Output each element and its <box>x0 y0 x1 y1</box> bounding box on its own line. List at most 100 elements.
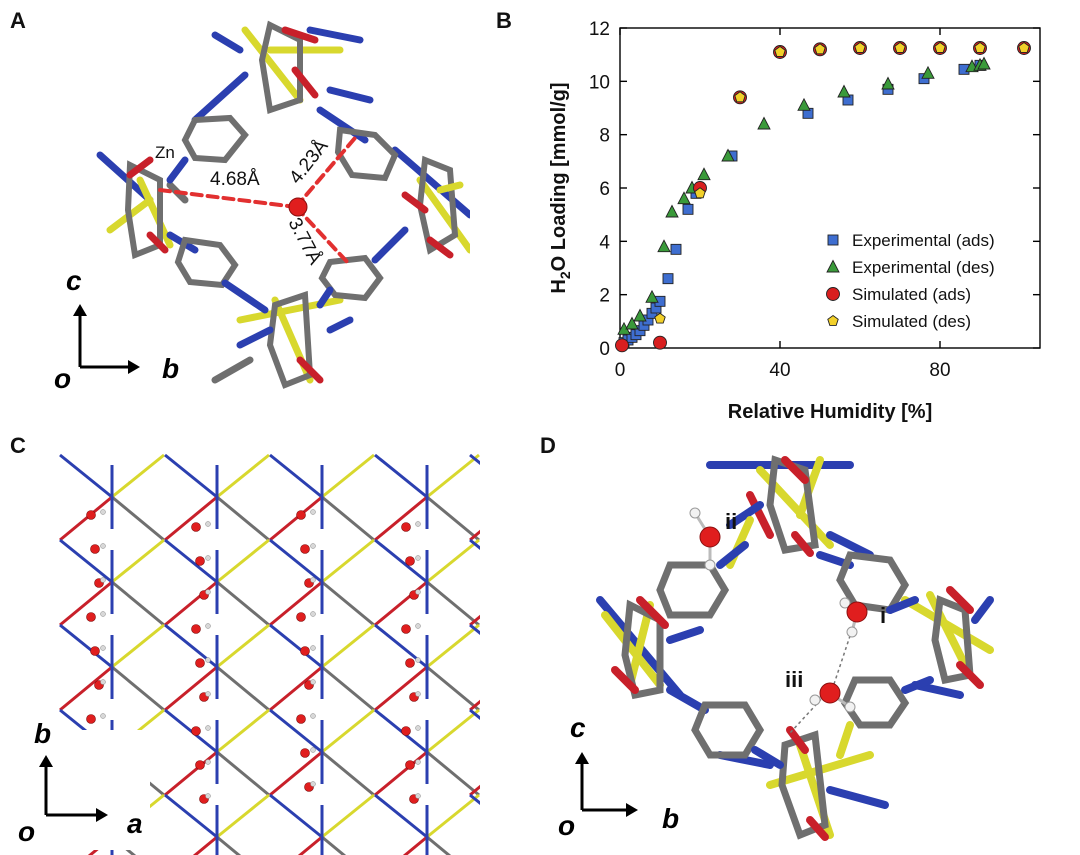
lattice-bond <box>321 708 375 754</box>
panel-d-structure: i ii iii c b o <box>558 455 994 841</box>
water-hydrogen-atom <box>100 509 106 515</box>
legend-label-experimental-des: Experimental (des) <box>852 258 995 277</box>
y-axis-ticks: 0 2 4 6 8 10 12 <box>589 19 1040 360</box>
lattice-bond <box>469 529 480 542</box>
water-hydrogen-atom <box>310 509 316 515</box>
data-point-simulated-des <box>894 41 906 53</box>
x-tick-label: 0 <box>615 360 626 381</box>
lattice-bond <box>374 750 428 797</box>
data-point-simulated-des <box>774 45 786 57</box>
panel-d-letter: D <box>540 433 556 458</box>
lattice-bond <box>216 793 270 839</box>
lattice-bond <box>269 580 323 627</box>
water-oxygen-atom <box>296 612 306 622</box>
y-tick-label: 6 <box>599 179 610 200</box>
data-point-experimental-des <box>721 148 735 162</box>
data-point-experimental-des <box>757 116 771 130</box>
legend-label-experimental-ads: Experimental (ads) <box>852 231 995 250</box>
lattice-bond <box>216 835 242 855</box>
lattice-bond <box>321 793 375 839</box>
lattice-bond <box>469 538 480 551</box>
water-hydrogen-atom <box>310 713 316 719</box>
water-hydrogen-atom <box>415 725 421 731</box>
water-hydrogen-atom <box>100 713 106 719</box>
data-point-simulated-des <box>974 41 986 53</box>
water-hydrogen-atom <box>310 679 316 685</box>
lattice-bond <box>59 495 113 542</box>
data-point-simulated-des <box>854 41 866 53</box>
water-oxygen-atom <box>401 522 411 532</box>
lattice-bond <box>192 835 218 855</box>
data-point-experimental-ads <box>682 203 694 215</box>
lattice-bond <box>164 708 218 754</box>
water-hydrogen-atom <box>310 747 316 753</box>
panel-c: C b a o <box>0 425 480 855</box>
axis-indicator-c: b a o <box>18 718 150 850</box>
water-oxygen-atom <box>288 197 308 217</box>
lattice-bond <box>321 750 375 797</box>
lattice-bond <box>469 708 480 721</box>
water-hydrogen-atom <box>415 623 421 629</box>
lattice-bond <box>111 665 165 712</box>
panel-a-letter: A <box>10 8 26 33</box>
data-point-simulated-des <box>654 312 666 324</box>
zn-cluster-right <box>901 586 994 699</box>
water-oxygen-atom <box>191 522 201 532</box>
water-oxygen-atom <box>300 748 310 758</box>
water-oxygen-atom <box>296 510 306 520</box>
water-hydrogen-atom <box>205 623 211 629</box>
data-point-experimental-des <box>837 84 851 98</box>
water-hydrogen-atom <box>205 657 211 663</box>
legend-marker-simulated-des <box>827 314 839 326</box>
water-oxygen-atom <box>86 612 96 622</box>
lattice-bond <box>374 538 428 584</box>
linker-top-right <box>316 106 399 182</box>
lattice-bond <box>469 614 480 627</box>
zn-cluster-top <box>211 20 374 114</box>
axis-right-label: b <box>662 803 679 834</box>
water-oxygen-atom <box>86 714 96 724</box>
legend-label-simulated-ads: Simulated (ads) <box>852 285 971 304</box>
zn-cluster-right <box>391 146 470 259</box>
lattice-bond <box>216 750 270 797</box>
axis-up-label: b <box>34 718 51 749</box>
data-point-experimental-des <box>657 239 671 253</box>
y-tick-label: 4 <box>599 232 610 253</box>
water-oxygen-atom <box>195 760 205 770</box>
x-axis-label: Relative Humidity [%] <box>728 401 932 423</box>
data-point-simulated-des <box>1018 41 1030 53</box>
lattice-bond <box>426 538 480 584</box>
site-label-ii: ii <box>725 509 737 534</box>
lattice-bond <box>321 495 375 542</box>
zn-cluster-top <box>706 455 874 559</box>
distance-label-1: 4.68Å <box>210 169 260 190</box>
data-point-experimental-des <box>977 56 991 70</box>
data-point-experimental-des <box>665 204 679 218</box>
water-oxygen-atom <box>86 510 96 520</box>
zn-cluster-left <box>596 596 704 700</box>
water-oxygen-atom <box>191 726 201 736</box>
water-oxygen-atom <box>195 556 205 566</box>
lattice-bond <box>469 699 480 712</box>
water-oxygen-atom <box>300 646 310 656</box>
axis-right-label: b <box>162 353 179 384</box>
x-tick-label: 40 <box>769 360 790 381</box>
water-hydrogen-atom <box>415 793 421 799</box>
lattice-bond <box>269 750 323 797</box>
panel-a-structure: Zn 4.68Å 4.23Å 3.77Å c b o <box>54 20 470 394</box>
x-axis-ticks: 0 40 80 <box>615 28 951 381</box>
lattice-bond <box>321 623 375 669</box>
panel-a: A <box>0 0 470 395</box>
lattice-bond <box>374 793 428 839</box>
linker-bottom-right <box>836 676 934 759</box>
data-point-experimental-des <box>921 65 935 79</box>
lattice-bond <box>269 453 323 499</box>
data-point-simulated-des <box>814 43 826 55</box>
panel-c-letter: C <box>10 433 26 458</box>
lattice-bond <box>426 708 480 754</box>
legend-marker-experimental-ads <box>827 234 839 246</box>
lattice-bond <box>59 665 113 712</box>
lattice-bond <box>321 580 375 627</box>
data-point-experimental-des <box>881 76 895 90</box>
water-molecule-i <box>839 597 868 638</box>
